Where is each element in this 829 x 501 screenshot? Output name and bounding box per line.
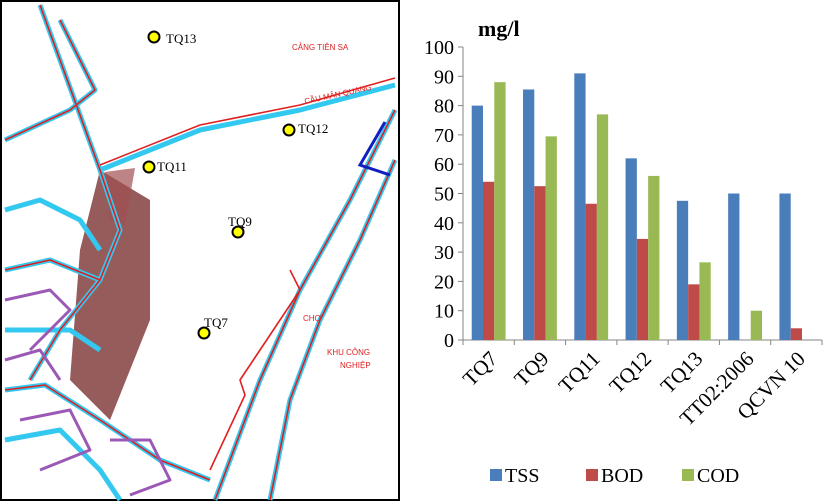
place-label: CẢNG TIÊN SA	[292, 43, 349, 52]
station-marker	[144, 162, 155, 173]
map-frame	[1, 1, 399, 500]
legend-swatch	[682, 469, 694, 481]
y-tick-label: 0	[444, 330, 454, 352]
legend-label: COD	[697, 465, 739, 487]
station-label: TQ13	[166, 31, 196, 46]
station-label: TQ9	[228, 214, 252, 229]
x-tick-label: TQ12	[604, 347, 656, 399]
bar	[472, 106, 483, 340]
bar	[534, 186, 545, 340]
station-marker	[284, 125, 295, 136]
place-label: KHU CÔNG	[327, 348, 370, 357]
bar	[751, 311, 762, 340]
station-label: TQ11	[157, 159, 187, 174]
bar	[779, 194, 790, 341]
y-tick-label: 20	[434, 271, 454, 293]
bar	[791, 328, 802, 340]
bar	[586, 204, 597, 340]
y-tick-label: 10	[434, 301, 454, 323]
y-tick-label: 30	[434, 242, 454, 264]
legend-swatch	[586, 469, 598, 481]
bar	[626, 158, 637, 340]
y-tick-label: 100	[424, 37, 454, 59]
legend-label: BOD	[601, 465, 643, 487]
bar	[699, 262, 710, 340]
y-unit-title: mg/l	[478, 16, 520, 41]
bar	[597, 114, 608, 340]
y-tick-label: 70	[434, 125, 454, 147]
y-tick-label: 50	[434, 184, 454, 206]
y-tick-label: 60	[434, 154, 454, 176]
x-tick-label: TQ11	[554, 347, 605, 398]
station-label: TQ7	[204, 315, 228, 330]
figure: TQ13 TQ12 TQ11 TQ9 TQ7 CẢNG TIÊN SA CẦU …	[0, 0, 829, 501]
station-label: TQ12	[298, 121, 328, 136]
bar	[523, 89, 534, 340]
map: TQ13 TQ12 TQ11 TQ9 TQ7 CẢNG TIÊN SA CẦU …	[1, 1, 399, 500]
bar	[574, 73, 585, 340]
x-tick-label: TQ9	[509, 347, 553, 391]
bar	[677, 201, 688, 340]
station-marker	[149, 32, 160, 43]
bar	[728, 194, 739, 341]
place-label: CHỢ	[303, 314, 322, 323]
y-tick-label: 80	[434, 96, 454, 118]
bar	[637, 239, 648, 340]
y-tick-label: 90	[434, 66, 454, 88]
bar	[546, 136, 557, 340]
y-tick-label: 40	[434, 213, 454, 235]
legend-swatch	[490, 469, 502, 481]
bar	[648, 176, 659, 340]
bar	[483, 182, 494, 340]
place-label: NGHIỆP	[340, 361, 371, 370]
x-tick-label: TQ7	[458, 347, 502, 391]
bar	[494, 82, 505, 340]
bar	[688, 284, 699, 340]
legend-label: TSS	[505, 465, 539, 487]
